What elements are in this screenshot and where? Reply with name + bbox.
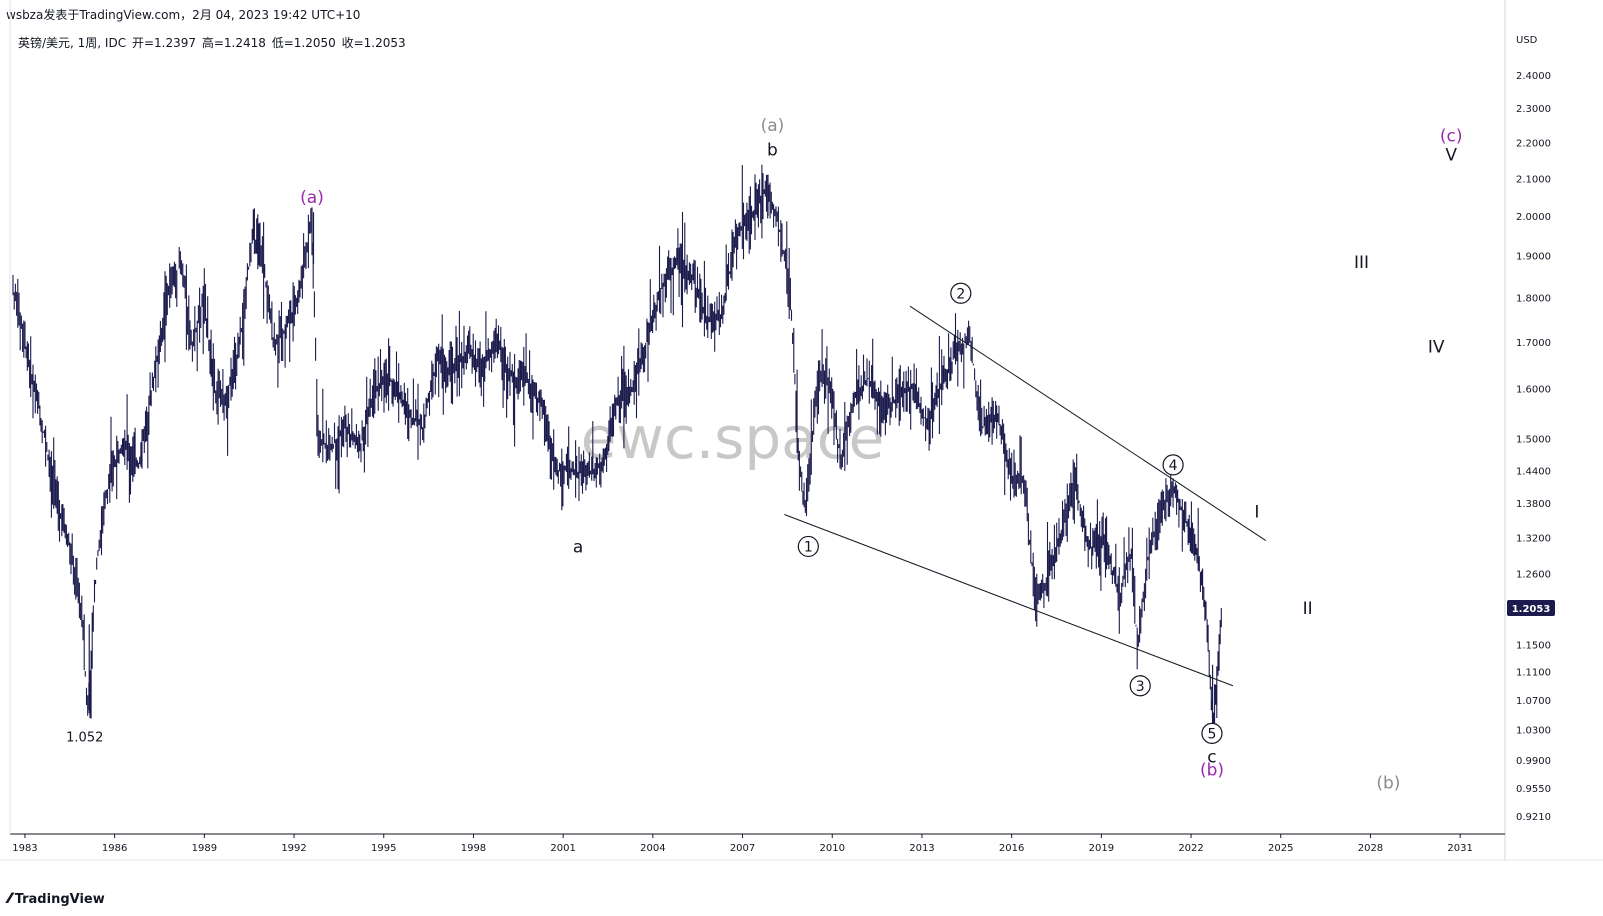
price-tick-label: 2.2000 [1516,138,1551,149]
last-price-label: 1.2053 [1512,604,1551,615]
time-tick-label: 2001 [550,843,575,854]
wave-circle-marker [950,282,972,304]
time-tick-label: 2022 [1178,843,1203,854]
price-tick-label: 1.1100 [1516,668,1551,679]
wave-label: (b) [1200,761,1224,781]
price-tick-label: 2.1000 [1516,174,1551,185]
wave-circle-marker [1162,454,1184,476]
price-tick-label: 2.4000 [1516,71,1551,82]
wave-circle-marker [1201,722,1223,744]
symbol-label[interactable]: 英镑/美元, 1周, IDC [18,36,127,50]
price-tick-label: 1.4400 [1516,466,1551,477]
wave-label: (b) [1376,773,1400,793]
price-tick-label: 1.7000 [1516,338,1551,349]
price-tick-label: 2.3000 [1516,104,1551,115]
close-value: 收=1.2053 [341,36,406,50]
price-tick-label: 1.3800 [1516,499,1551,510]
wave-label: c [1207,747,1216,767]
price-tick-label: 1.5000 [1516,435,1551,446]
time-tick-label: 1998 [461,843,486,854]
wedge-trendline [784,514,1234,687]
price-tick-label: 1.0700 [1516,696,1551,707]
wave-label: 4 [1169,458,1178,474]
price-tick-label: 1.2600 [1516,570,1551,581]
wave-label: III [1354,253,1369,273]
time-tick-label: 2031 [1447,843,1472,854]
publisher-caption: wsbza发表于TradingView.com，2月 04, 2023 19:4… [6,8,361,22]
tradingview-mark-icon: ⁄⁄ [8,891,12,907]
wave-circle-marker [797,535,819,558]
ohlc-legend: 英镑/美元, 1周, IDC 开=1.2397 高=1.2418 低=1.205… [18,34,408,51]
price-tick-label: 0.9210 [1516,812,1551,823]
wave-label: (a) [300,188,324,208]
price-tick-label: 0.9550 [1516,784,1551,795]
time-tick-label: 2019 [1089,843,1114,854]
wave-label: IV [1428,337,1445,357]
time-tick-label: 1995 [371,843,396,854]
price-tick-label: 1.8000 [1516,294,1551,305]
wave-label: I [1254,503,1259,523]
low-value: 低=1.2050 [271,36,336,50]
wedge-trendline [909,305,1267,541]
last-price-tag [1507,599,1555,616]
tradingview-brand: TradingView [14,891,105,907]
wave-label: V [1445,146,1457,166]
wave-label: 3 [1136,679,1145,695]
price-tick-label: 1.0300 [1516,726,1551,737]
high-value: 高=1.2418 [201,36,266,50]
time-tick-label: 2016 [999,843,1024,854]
time-tick-label: 1983 [12,843,37,854]
time-tick-label: 2013 [909,843,934,854]
time-tick-label: 2028 [1358,843,1383,854]
tradingview-logo[interactable]: ⁄⁄ TradingView [8,891,105,907]
time-tick-label: 1989 [192,843,217,854]
time-tick-label: 1992 [281,843,306,854]
price-tick-label: 1.9000 [1516,252,1551,263]
price-tick-label: 0.9900 [1516,756,1551,767]
wave-circle-marker [1129,675,1151,697]
wave-label: a [573,537,583,557]
time-tick-label: 2025 [1268,843,1293,854]
open-value: 开=1.2397 [131,36,196,50]
wave-label: 2 [956,286,965,302]
wave-label: 1 [804,539,813,555]
price-bars [12,164,1222,733]
wave-label: b [767,140,778,160]
time-tick-label: 1986 [102,843,127,854]
time-tick-label: 2004 [640,843,665,854]
wave-label: 1.052 [66,731,103,746]
price-tick-label: 1.6000 [1516,385,1551,396]
price-tick-label: 2.0000 [1516,212,1551,223]
wave-label: 5 [1208,726,1217,742]
wave-label: (a) [761,116,785,136]
wave-label: (c) [1440,126,1463,146]
time-tick-label: 2007 [730,843,755,854]
price-tick-label: 1.3200 [1516,534,1551,545]
price-axis-unit: USD [1516,35,1538,46]
time-tick-label: 2010 [820,843,845,854]
price-tick-label: 1.1500 [1516,640,1551,651]
wave-label: II [1303,599,1313,619]
